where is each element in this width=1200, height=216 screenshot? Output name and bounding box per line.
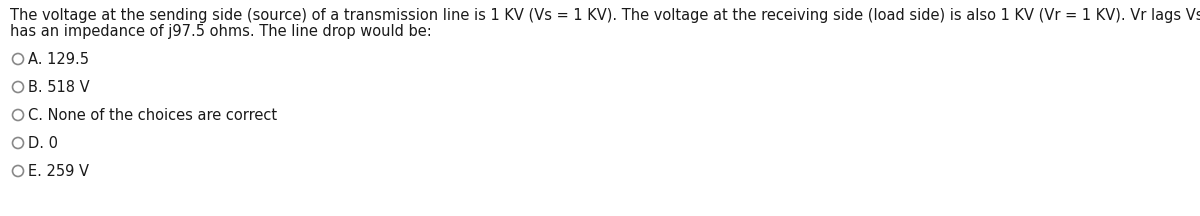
Text: has an impedance of j97.5 ohms. The line drop would be:: has an impedance of j97.5 ohms. The line…	[10, 24, 432, 39]
Text: A. 129.5: A. 129.5	[29, 51, 90, 67]
Text: D. 0: D. 0	[29, 135, 59, 151]
Text: E. 259 V: E. 259 V	[29, 164, 90, 178]
Text: B. 518 V: B. 518 V	[29, 79, 90, 95]
Text: The voltage at the sending side (source) of a transmission line is 1 KV (Vs = 1 : The voltage at the sending side (source)…	[10, 8, 1200, 23]
Text: C. None of the choices are correct: C. None of the choices are correct	[29, 108, 277, 122]
